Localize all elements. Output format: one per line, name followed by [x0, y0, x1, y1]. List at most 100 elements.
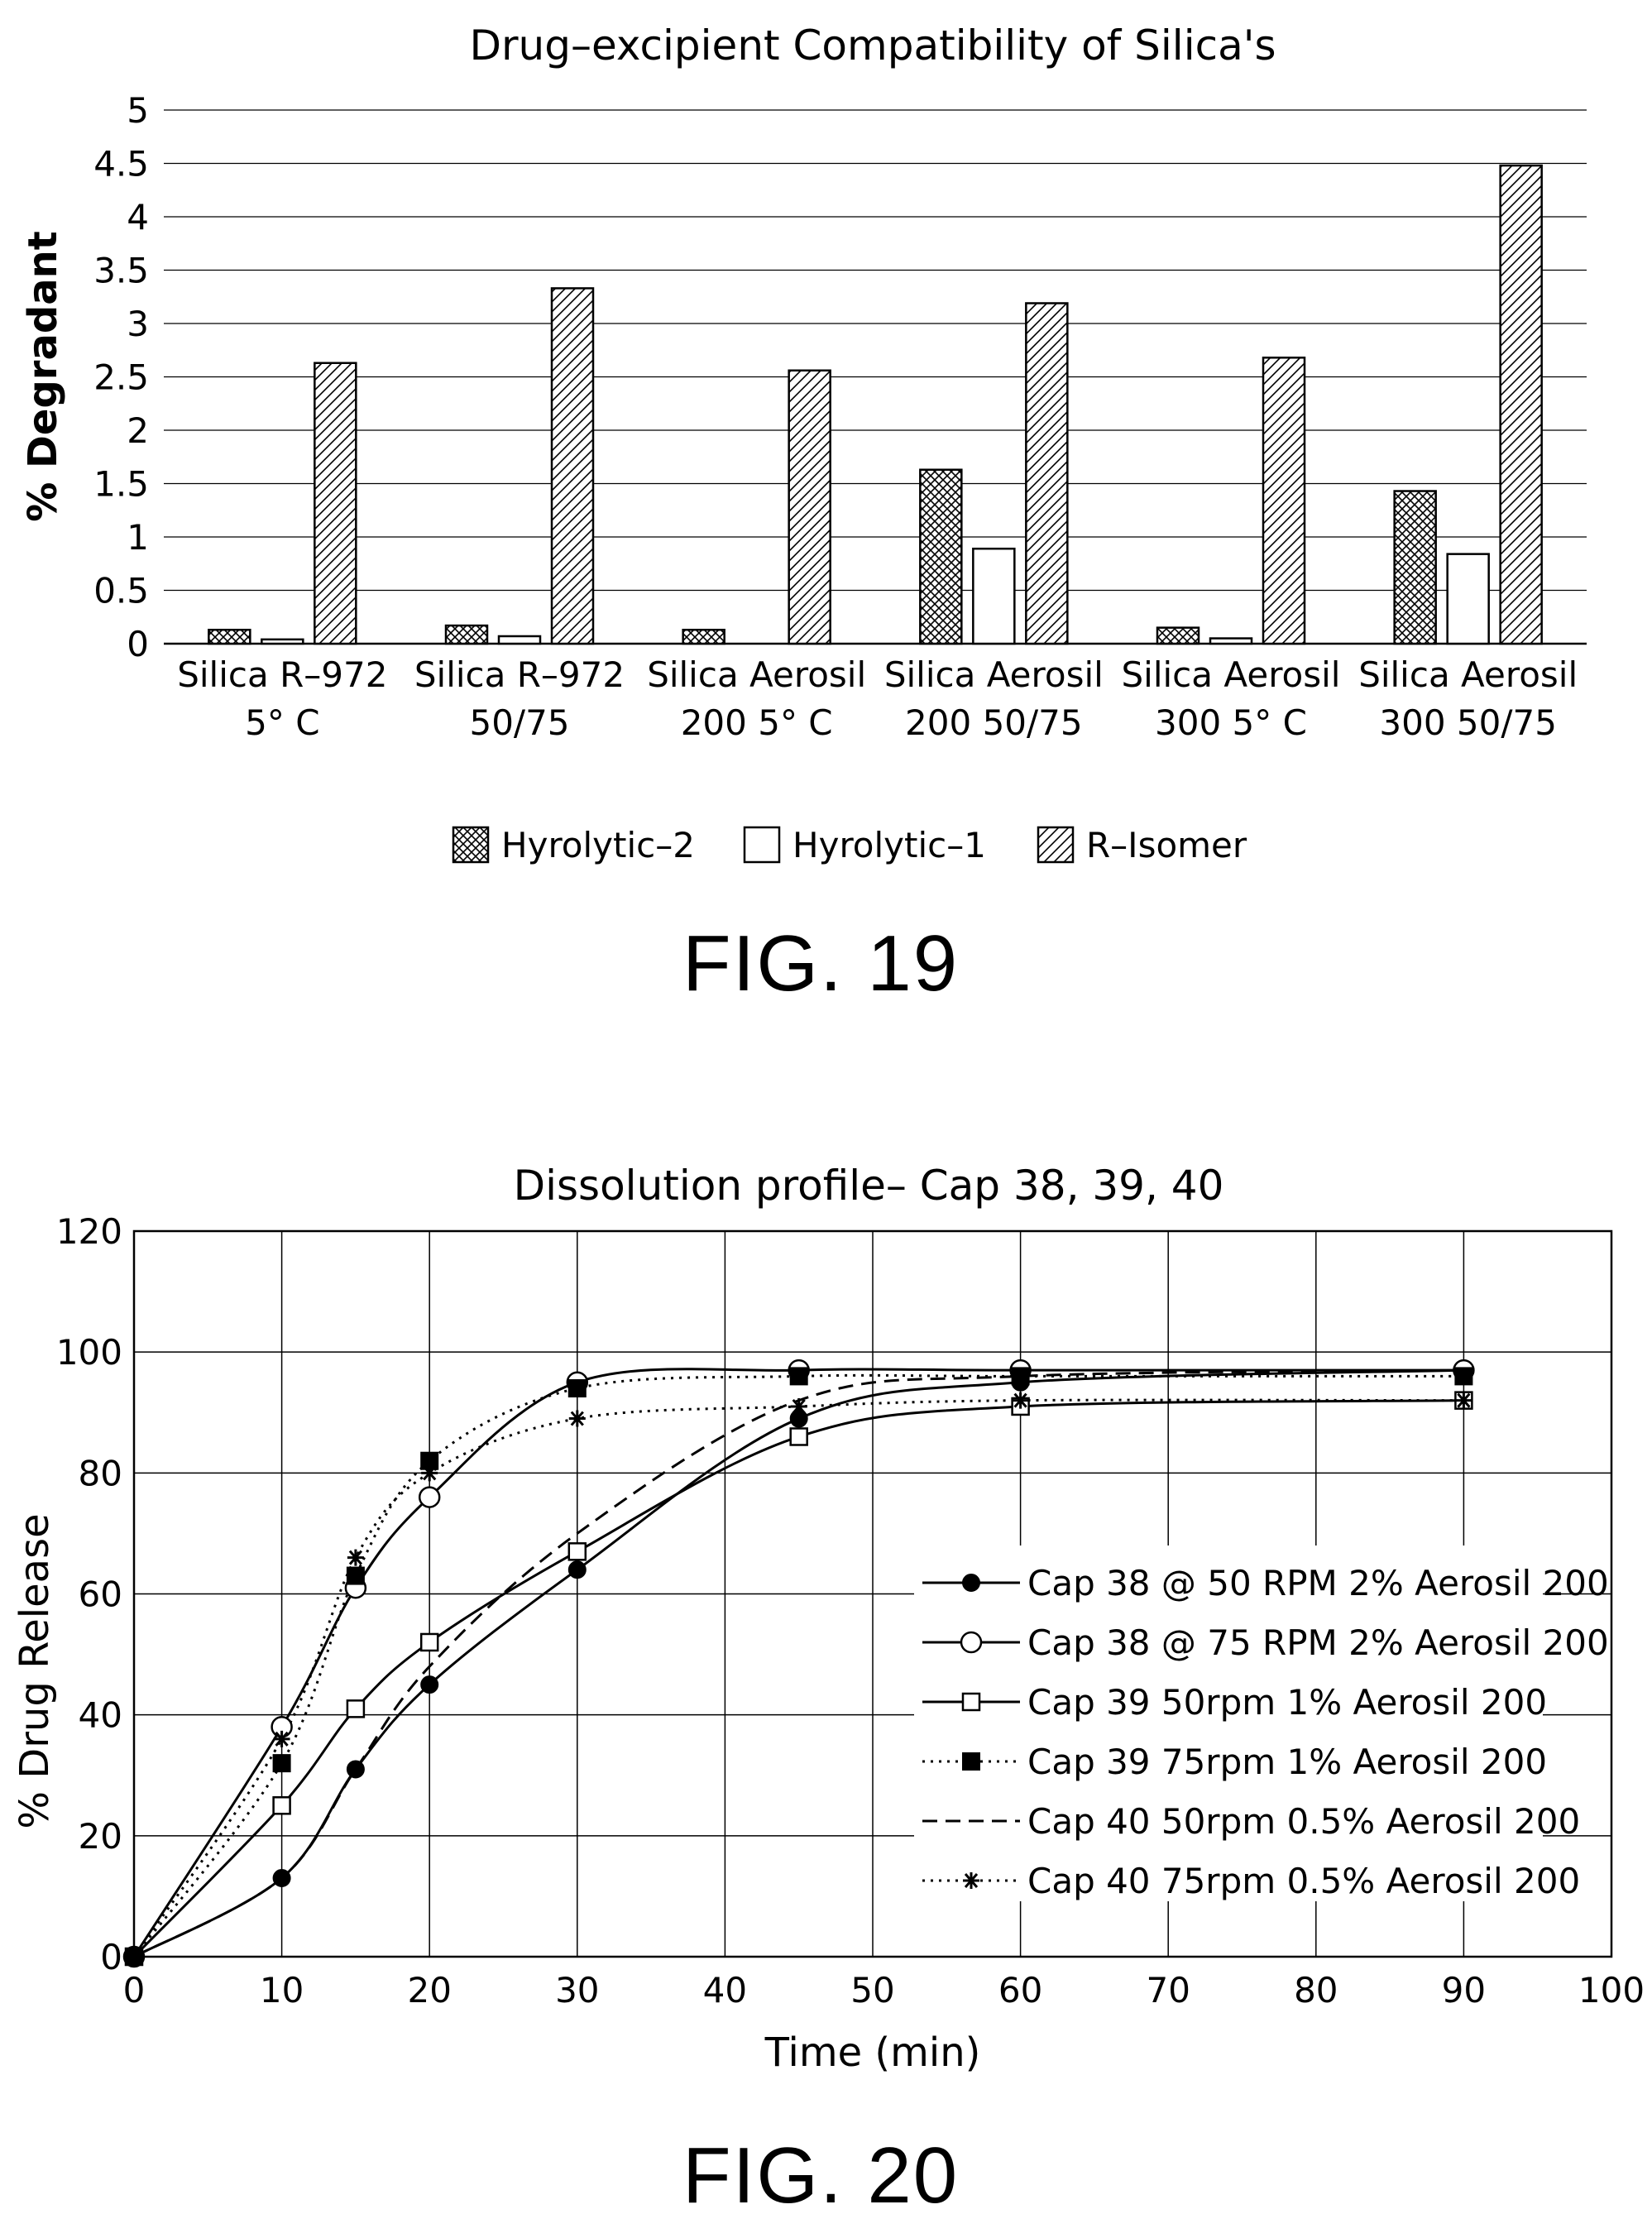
legend-label: Hyrolytic–1	[792, 825, 986, 865]
marker-point	[421, 1464, 438, 1482]
marker-point	[567, 1379, 587, 1398]
y-tick-label: 2.5	[93, 357, 149, 398]
y-tick-label: 1.5	[93, 464, 149, 505]
x-tick-label: 80	[1294, 1970, 1338, 2010]
marker-point	[420, 1675, 439, 1694]
legend-label: Cap 39 75rpm 1% Aerosil 200	[1027, 1742, 1547, 1782]
bar	[1446, 553, 1490, 645]
bar	[1393, 490, 1437, 645]
x-tick-label: Silica R–972	[177, 654, 387, 695]
marker-point	[962, 1574, 980, 1592]
bar	[788, 369, 831, 645]
x-tick-label: 300 5° C	[1155, 702, 1307, 743]
bar	[682, 628, 725, 645]
legend-label: Cap 39 50rpm 1% Aerosil 200	[1027, 1682, 1547, 1723]
bar	[1209, 637, 1253, 645]
bar	[919, 468, 963, 645]
y-tick-labels: 0 0.5 1 1.5 2 2.5 3 3.5 4 4.5 5	[93, 90, 149, 664]
legend-label: Cap 40 75rpm 0.5% Aerosil 200	[1027, 1861, 1580, 1901]
y-tick-label: 2	[127, 410, 149, 451]
bar	[314, 362, 357, 645]
bar	[261, 638, 304, 645]
marker-point	[960, 1631, 983, 1654]
legend-label: Cap 40 50rpm 0.5% Aerosil 200	[1027, 1801, 1580, 1842]
bar	[497, 635, 542, 645]
marker-point	[1012, 1392, 1029, 1409]
marker-point	[789, 1367, 808, 1386]
x-tick-label: 50	[850, 1970, 894, 2010]
bar	[208, 628, 251, 645]
marker-point	[419, 1632, 439, 1652]
series-line	[133, 1368, 1464, 1958]
marker-point	[1011, 1367, 1030, 1386]
legend-label: Cap 38 @ 75 RPM 2% Aerosil 200	[1027, 1622, 1609, 1663]
bar	[1025, 302, 1069, 645]
x-tick-label: 5° C	[245, 702, 319, 743]
legend-swatch	[452, 826, 490, 864]
marker-point	[789, 1427, 808, 1446]
x-tick-label: 0	[123, 1970, 146, 2010]
x-tick-label: 60	[998, 1970, 1042, 2010]
marker-point	[790, 1397, 807, 1415]
y-tick-label: 40	[79, 1695, 122, 1736]
legend-label: Hyrolytic–2	[501, 825, 695, 865]
x-tick-label: Silica Aerosil	[647, 654, 866, 695]
marker-point	[347, 1549, 364, 1566]
chart-title: Drug–excipient Compatibility of Silica's	[469, 22, 1276, 69]
marker-point	[346, 1760, 365, 1779]
legend-swatch	[743, 826, 781, 864]
x-tick-label: Silica Aerosil	[884, 654, 1104, 695]
x-tick-label: 300 50/75	[1379, 702, 1557, 743]
bar	[444, 624, 489, 645]
marker-point	[567, 1542, 587, 1561]
x-tick-label: Silica R–972	[414, 654, 625, 695]
marker-point	[346, 1699, 366, 1718]
marker-point	[418, 1486, 441, 1508]
x-tick-label: 90	[1442, 1970, 1486, 2010]
marker-point	[961, 1692, 981, 1712]
y-tick-label: 0	[127, 624, 149, 664]
x-axis-label: Time (min)	[764, 2030, 981, 2076]
legend: Hyrolytic–2 Hyrolytic–1 R–Isomer	[452, 825, 1247, 865]
y-tick-label: 100	[56, 1332, 122, 1373]
x-tick-label: Silica Aerosil	[1122, 654, 1341, 695]
marker-point	[1455, 1392, 1472, 1409]
y-tick-label: 0.5	[93, 571, 149, 611]
legend-label: R–Isomer	[1086, 825, 1247, 865]
bar	[1499, 164, 1543, 645]
marker-point	[272, 1868, 291, 1887]
x-tick-label: 40	[703, 1970, 747, 2010]
marker-point	[126, 1948, 142, 1965]
dissolution-line-chart: Dissolution profile– Cap 38, 39, 40 0 20 4…	[12, 1162, 1645, 2076]
y-tick-label: 0	[100, 1937, 122, 1977]
y-tick-label: 4.5	[93, 144, 149, 185]
marker-point	[1454, 1367, 1473, 1386]
y-tick-label: 4	[127, 197, 149, 237]
x-tick-labels: Silica R–972 5° C Silica R–972 50/75 Silica …	[177, 654, 1578, 743]
chart-title: Dissolution profile– Cap 38, 39, 40	[514, 1162, 1224, 1210]
bar	[1156, 626, 1200, 645]
y-tick-label: 3	[127, 304, 149, 344]
marker-point	[272, 1796, 291, 1815]
y-tick-labels: 0 20 40 60 80 100 120	[56, 1211, 122, 1977]
legend-swatch	[1037, 826, 1075, 864]
degradant-bar-chart: Drug–excipient Compatibility of Silica's…	[20, 22, 1587, 865]
x-tick-label: 70	[1146, 1970, 1190, 2010]
legend-background	[914, 1546, 1543, 1901]
bar	[972, 547, 1016, 645]
marker-point	[568, 1410, 586, 1427]
y-tick-label: 120	[56, 1211, 122, 1252]
figure-20-label: FIG. 20	[682, 2131, 960, 2220]
x-tick-label: 200 5° C	[681, 702, 833, 743]
marker-point	[962, 1752, 980, 1771]
legend-label: Cap 38 @ 50 RPM 2% Aerosil 200	[1027, 1563, 1609, 1603]
y-tick-label: 5	[127, 90, 149, 131]
x-tick-label: 30	[555, 1970, 599, 2010]
bars	[208, 164, 1543, 645]
x-tick-label: 100	[1578, 1970, 1645, 2010]
marker-point	[273, 1730, 290, 1747]
x-tick-label: 50/75	[469, 702, 569, 743]
figure-19-label: FIG. 19	[682, 919, 960, 1008]
x-tick-label: 10	[260, 1970, 304, 2010]
